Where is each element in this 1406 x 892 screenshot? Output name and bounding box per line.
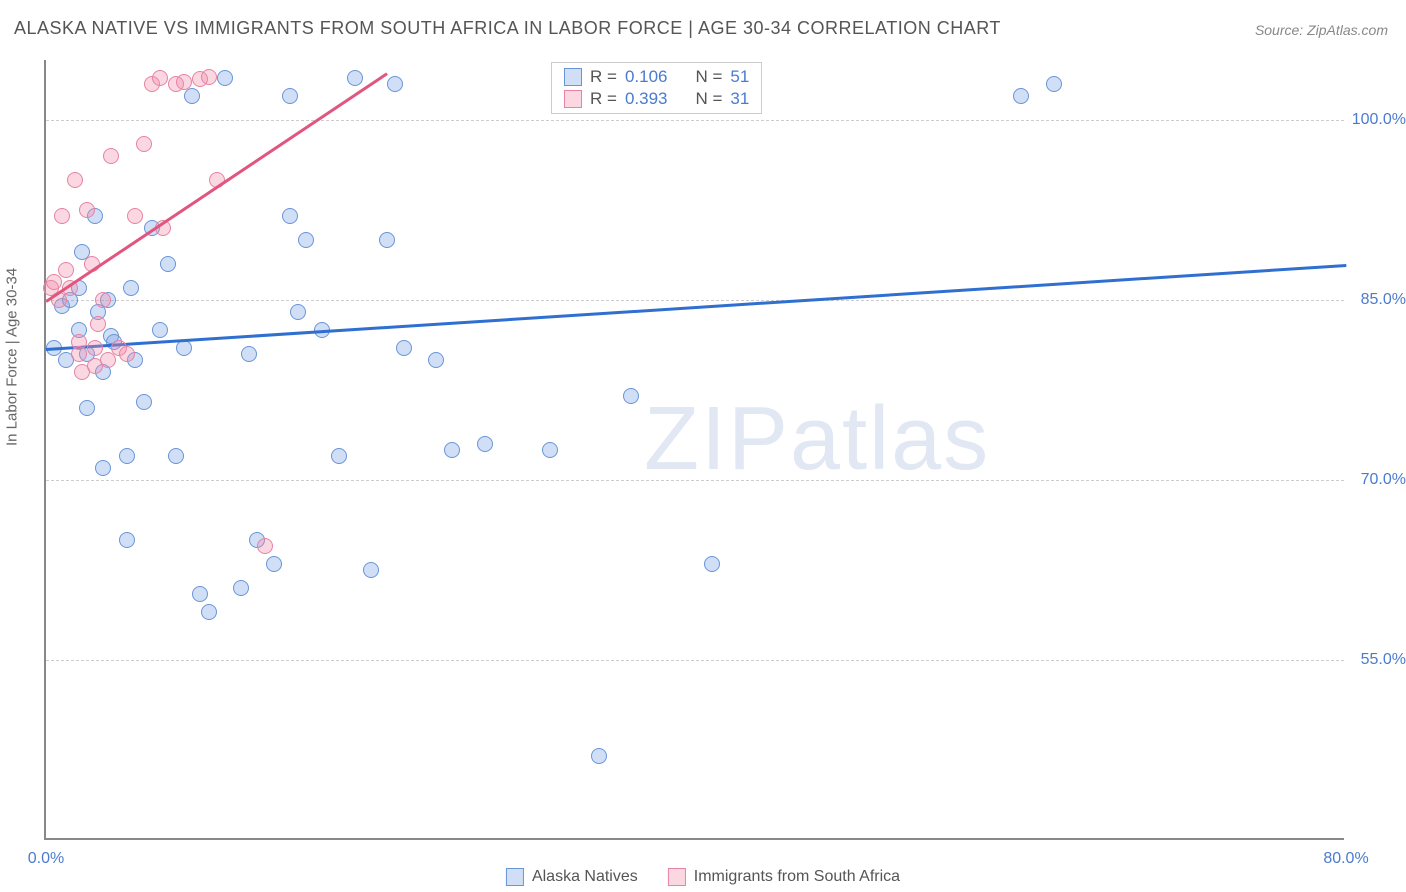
- source-attribution: Source: ZipAtlas.com: [1255, 22, 1388, 38]
- scatter-point: [363, 562, 379, 578]
- legend-series-item: Alaska Natives: [506, 868, 638, 886]
- r-value: 0.106: [625, 67, 668, 87]
- scatter-point: [136, 394, 152, 410]
- y-tick-label: 55.0%: [1361, 651, 1406, 669]
- n-label: N =: [695, 67, 722, 87]
- scatter-point: [290, 304, 306, 320]
- watermark: ZIPatlas: [644, 388, 990, 491]
- scatter-point: [95, 292, 111, 308]
- scatter-point: [160, 256, 176, 272]
- legend-swatch: [506, 868, 524, 886]
- n-value: 51: [730, 67, 749, 87]
- trend-line: [46, 264, 1346, 350]
- x-tick-label: 0.0%: [28, 850, 64, 868]
- scatter-point: [79, 400, 95, 416]
- scatter-point: [192, 586, 208, 602]
- scatter-point: [87, 340, 103, 356]
- scatter-point: [331, 448, 347, 464]
- scatter-point: [136, 136, 152, 152]
- scatter-point: [119, 346, 135, 362]
- scatter-point: [347, 70, 363, 86]
- n-label: N =: [695, 89, 722, 109]
- scatter-point: [201, 69, 217, 85]
- scatter-point: [623, 388, 639, 404]
- scatter-point: [71, 334, 87, 350]
- scatter-point: [477, 436, 493, 452]
- scatter-point: [282, 88, 298, 104]
- chart-title: ALASKA NATIVE VS IMMIGRANTS FROM SOUTH A…: [14, 18, 1001, 39]
- legend-stat-row: R = 0.393 N = 31: [564, 89, 749, 109]
- legend-series-label: Immigrants from South Africa: [694, 868, 900, 886]
- scatter-point: [396, 340, 412, 356]
- n-value: 31: [730, 89, 749, 109]
- scatter-point: [119, 532, 135, 548]
- gridline-horizontal: [46, 120, 1344, 121]
- scatter-point: [704, 556, 720, 572]
- scatter-point: [542, 442, 558, 458]
- gridline-horizontal: [46, 480, 1344, 481]
- scatter-point: [217, 70, 233, 86]
- scatter-point: [176, 340, 192, 356]
- scatter-point: [152, 322, 168, 338]
- legend-swatch: [668, 868, 686, 886]
- scatter-point: [103, 148, 119, 164]
- r-label: R =: [590, 89, 617, 109]
- trend-line: [45, 72, 388, 302]
- scatter-point: [444, 442, 460, 458]
- scatter-point: [58, 262, 74, 278]
- scatter-point: [282, 208, 298, 224]
- y-tick-label: 70.0%: [1361, 471, 1406, 489]
- y-axis-label: In Labor Force | Age 30-34: [4, 268, 21, 446]
- scatter-point: [168, 448, 184, 464]
- series-legend: Alaska Natives Immigrants from South Afri…: [506, 868, 900, 886]
- scatter-point: [257, 538, 273, 554]
- y-tick-label: 100.0%: [1352, 111, 1406, 129]
- scatter-point: [428, 352, 444, 368]
- scatter-point: [67, 172, 83, 188]
- legend-series-item: Immigrants from South Africa: [668, 868, 900, 886]
- scatter-point: [79, 202, 95, 218]
- correlation-legend: R = 0.106 N = 51 R = 0.393 N = 31: [551, 62, 762, 114]
- scatter-point: [184, 88, 200, 104]
- scatter-point: [233, 580, 249, 596]
- scatter-point: [266, 556, 282, 572]
- scatter-point: [123, 280, 139, 296]
- scatter-point: [152, 70, 168, 86]
- scatter-point: [95, 460, 111, 476]
- scatter-point: [201, 604, 217, 620]
- scatter-plot-area: ZIPatlas 55.0%70.0%85.0%100.0%0.0%80.0%: [44, 60, 1344, 840]
- scatter-point: [90, 316, 106, 332]
- scatter-point: [1013, 88, 1029, 104]
- gridline-horizontal: [46, 300, 1344, 301]
- legend-stat-row: R = 0.106 N = 51: [564, 67, 749, 87]
- scatter-point: [387, 76, 403, 92]
- x-tick-label: 80.0%: [1323, 850, 1368, 868]
- gridline-horizontal: [46, 660, 1344, 661]
- scatter-point: [298, 232, 314, 248]
- scatter-point: [127, 208, 143, 224]
- scatter-point: [241, 346, 257, 362]
- scatter-point: [176, 74, 192, 90]
- scatter-point: [591, 748, 607, 764]
- legend-swatch: [564, 68, 582, 86]
- scatter-point: [379, 232, 395, 248]
- scatter-point: [54, 208, 70, 224]
- scatter-point: [119, 448, 135, 464]
- legend-series-label: Alaska Natives: [532, 868, 638, 886]
- scatter-point: [1046, 76, 1062, 92]
- r-value: 0.393: [625, 89, 668, 109]
- r-label: R =: [590, 67, 617, 87]
- y-tick-label: 85.0%: [1361, 291, 1406, 309]
- legend-swatch: [564, 90, 582, 108]
